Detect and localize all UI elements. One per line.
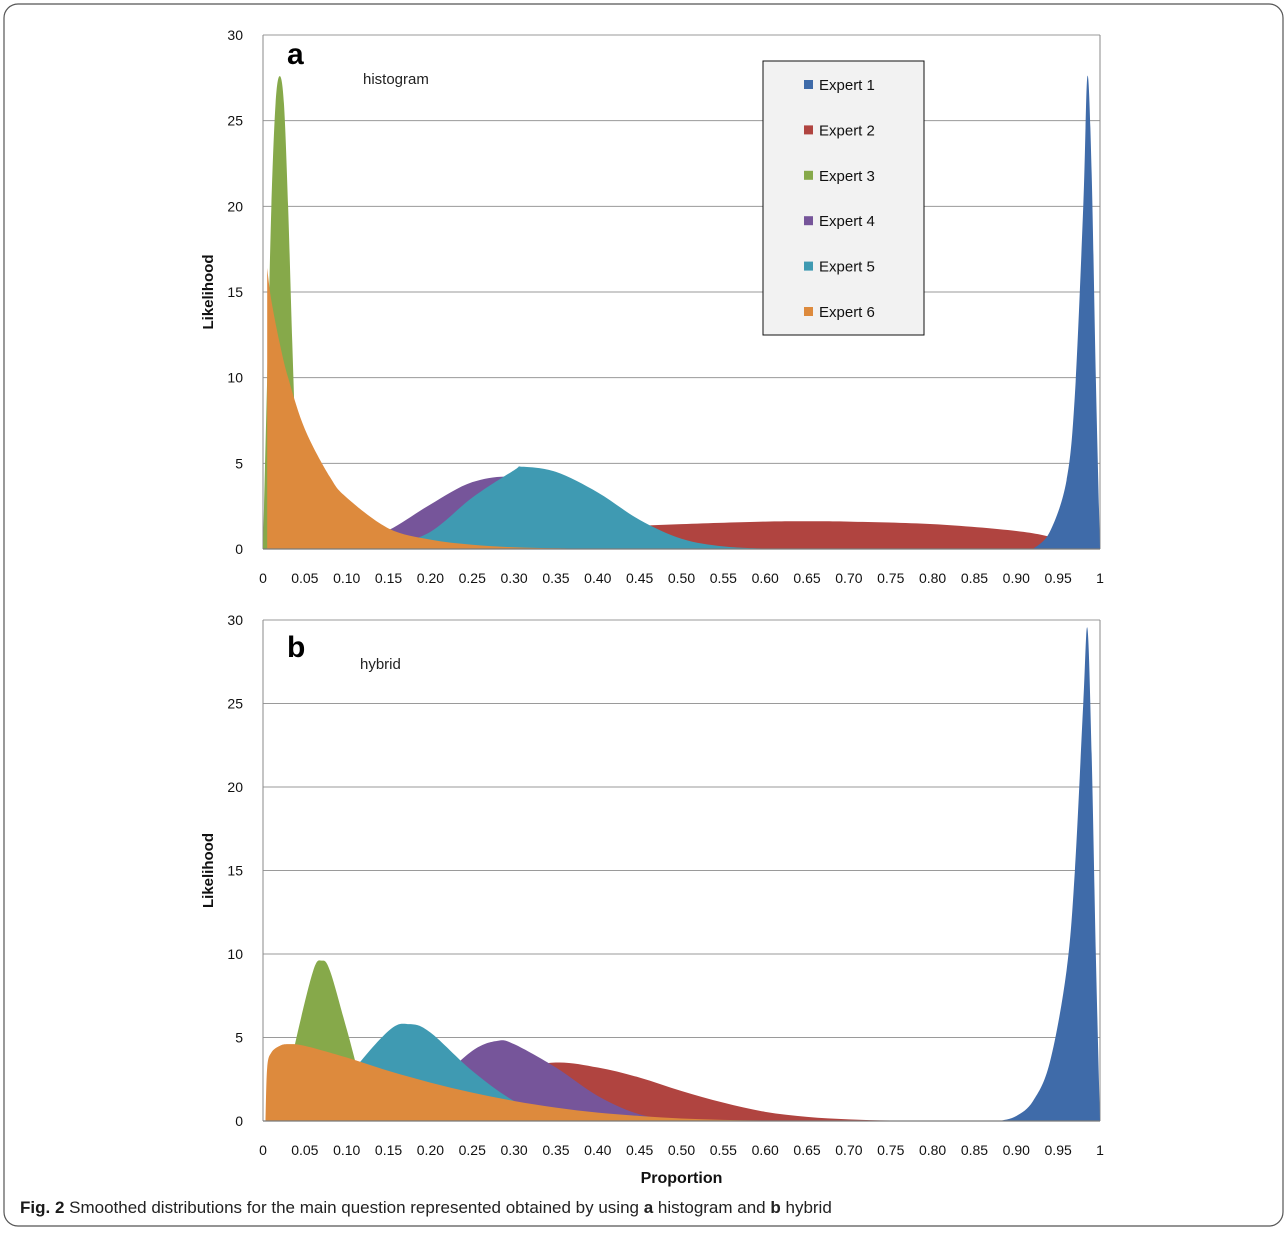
caption-bold-a: a (643, 1198, 654, 1217)
x-tick-label: 0.75 (877, 1142, 904, 1158)
x-tick-label: 0.60 (752, 1142, 779, 1158)
y-tick-label: 25 (227, 696, 243, 712)
legend-box (762, 60, 925, 336)
x-axis-title: Proportion (641, 1170, 723, 1187)
x-tick-label: 0.45 (626, 1142, 653, 1158)
area-expert-6 (265, 1044, 808, 1121)
x-tick-label: 0.30 (500, 1142, 527, 1158)
panel-b: 0 5 10 15 20 25 30 0 0.05 0.10 0.15 0.20 0.25 0.30 0.3… (200, 612, 1104, 1187)
area-expert-6 (267, 268, 598, 549)
y-tick-label: 30 (227, 27, 243, 43)
area-expert-1 (1033, 75, 1100, 549)
y-tick-label: 20 (227, 198, 243, 214)
panel-annotation: histogram (363, 71, 429, 88)
legend-entry: Expert 5 (819, 259, 875, 276)
x-tick-label: 0.20 (417, 570, 444, 586)
x-tick-label: 0.10 (333, 1142, 360, 1158)
legend-entry: Expert 1 (819, 77, 875, 94)
x-tick-label: 0.75 (877, 570, 904, 586)
legend-swatch (804, 170, 813, 180)
panel-label: b (287, 631, 305, 664)
y-tick-label: 10 (227, 370, 243, 386)
figure-border (3, 3, 1284, 1227)
legend-entry: Expert 3 (819, 168, 875, 185)
legend-entry: Expert 6 (819, 304, 875, 321)
area-expert-5 (388, 466, 766, 549)
legend-swatch (804, 125, 813, 135)
x-tick-label: 0.90 (1003, 570, 1030, 586)
figure-caption: Fig. 2 Smoothed distributions for the ma… (20, 1198, 832, 1218)
y-tick-label: 10 (227, 946, 243, 962)
x-tick-label: 0.85 (961, 1142, 988, 1158)
y-tick-label: 20 (227, 779, 243, 795)
panel-label: a (287, 38, 304, 71)
x-tick-label: 0.80 (919, 1142, 946, 1158)
x-tick-label: 0.50 (668, 1142, 695, 1158)
legend-entry: Expert 2 (819, 122, 875, 139)
y-tick-label: 5 (235, 455, 243, 471)
x-tick-label: 0.40 (584, 570, 611, 586)
y-tick-label: 15 (227, 863, 243, 879)
legend-swatch (804, 307, 813, 316)
caption-bold-b: b (770, 1198, 781, 1217)
x-tick-label: 0 (259, 570, 267, 586)
x-tick-label: 0.60 (752, 570, 779, 586)
x-tick-label: 0.15 (375, 1142, 402, 1158)
x-tick-label: 0.25 (459, 570, 486, 586)
x-tick-label: 1 (1096, 570, 1104, 586)
x-tick-label: 0.10 (333, 570, 360, 586)
x-tick-label: 0.05 (291, 570, 318, 586)
x-tick-label: 0.65 (793, 570, 820, 586)
legend: Expert 1 Expert 2 Expert 3 Expert 4 Expert 5… (762, 60, 925, 336)
x-tick-label: 0.85 (961, 570, 988, 586)
y-tick-label: 15 (227, 284, 243, 300)
legend-entry: Expert 4 (819, 213, 875, 230)
x-tick-label: 0.20 (417, 1142, 444, 1158)
y-axis-title: Likelihood (200, 255, 217, 330)
x-tick-label: 0.15 (375, 570, 402, 586)
x-tick-label: 0.70 (835, 570, 862, 586)
x-tick-label: 0.80 (919, 570, 946, 586)
x-tick-label: 0.35 (542, 1142, 569, 1158)
y-tick-label: 5 (235, 1030, 243, 1046)
caption-text-3: hybrid (780, 1198, 832, 1217)
caption-fig-label: Fig. 2 (20, 1198, 65, 1217)
x-tick-label: 0.55 (710, 570, 737, 586)
x-tick-label: 0.70 (835, 1142, 862, 1158)
y-tick-label: 0 (235, 1113, 243, 1129)
x-tick-label: 0.05 (291, 1142, 318, 1158)
x-tick-label: 0.30 (500, 570, 527, 586)
x-tick-label: 0.65 (793, 1142, 820, 1158)
legend-swatch (804, 80, 813, 89)
x-tick-label: 0.45 (626, 570, 653, 586)
y-tick-label: 25 (227, 113, 243, 129)
x-tick-label: 0.35 (542, 570, 569, 586)
y-axis-title: Likelihood (200, 833, 217, 908)
x-tick-label: 0.25 (459, 1142, 486, 1158)
x-tick-label: 0.95 (1045, 1142, 1072, 1158)
x-tick-label: 1 (1096, 1142, 1104, 1158)
legend-swatch (804, 261, 813, 271)
x-tick-label: 0.55 (710, 1142, 737, 1158)
y-tick-label: 0 (235, 541, 243, 557)
panel-annotation: hybrid (360, 656, 401, 673)
x-tick-label: 0.50 (668, 570, 695, 586)
x-tick-label: 0.95 (1045, 570, 1072, 586)
x-tick-label: 0 (259, 1142, 267, 1158)
legend-swatch (804, 216, 813, 226)
panel-a: 0 5 10 15 20 25 30 0 0.05 0.10 0.15 0.20 0.25 0.30 0.3… (200, 27, 1104, 586)
area-expert-1 (999, 627, 1100, 1121)
y-tick-label: 30 (227, 612, 243, 628)
x-tick-label: 0.90 (1003, 1142, 1030, 1158)
x-tick-label: 0.40 (584, 1142, 611, 1158)
caption-text-2: histogram and (653, 1198, 771, 1217)
caption-text-1: Smoothed distributions for the main ques… (64, 1198, 644, 1217)
